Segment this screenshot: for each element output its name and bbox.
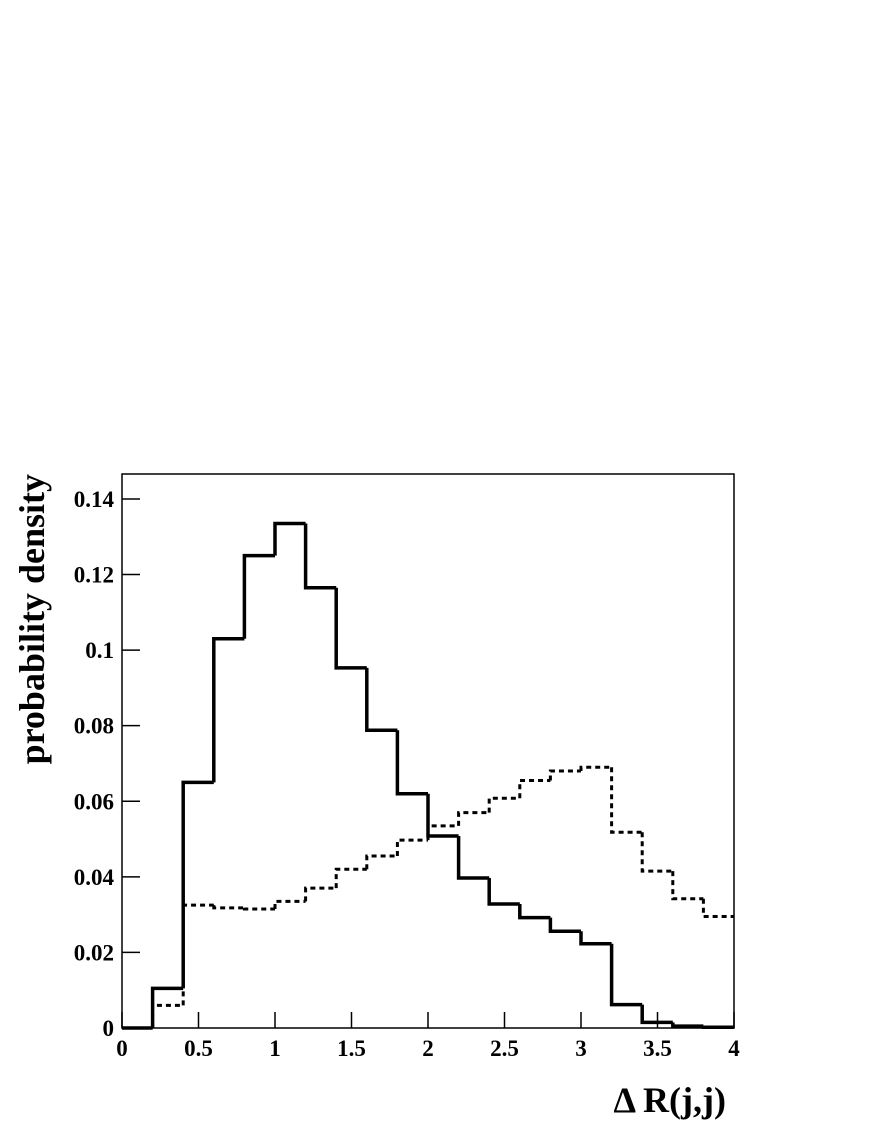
histogram-step <box>334 867 367 889</box>
histogram-step <box>671 1022 704 1028</box>
x-tick-label: 0.5 <box>184 1036 213 1061</box>
histogram-step <box>518 904 551 920</box>
histogram-step <box>273 521 306 556</box>
x-tick-label: 3 <box>575 1036 587 1061</box>
histogram-step <box>426 824 459 841</box>
x-tick-label: 0 <box>116 1036 128 1061</box>
histogram-step <box>151 1003 184 1028</box>
histogram-step <box>579 931 612 946</box>
histogram-step <box>273 899 306 909</box>
y-tick-label: 0.06 <box>74 789 114 814</box>
histogram-step <box>212 905 245 910</box>
histogram-step <box>701 898 734 919</box>
histogram-step <box>365 854 398 870</box>
y-tick-label: 0.1 <box>85 638 114 663</box>
x-tick-label: 1.5 <box>337 1036 366 1061</box>
histogram-step <box>518 778 551 799</box>
histogram-step <box>457 811 490 826</box>
y-tick-label: 0 <box>103 1016 115 1041</box>
histogram-step <box>487 796 520 813</box>
histogram-step <box>640 832 673 873</box>
histogram-step <box>640 1004 673 1025</box>
x-tick-label: 2.5 <box>490 1036 519 1061</box>
x-tick-label: 3.5 <box>643 1036 672 1061</box>
histogram-step <box>395 730 428 796</box>
histogram-step <box>150 986 184 1028</box>
histogram-step <box>212 637 245 783</box>
histogram-step <box>242 907 275 911</box>
histogram-step <box>609 943 643 1007</box>
histogram-step <box>181 780 214 989</box>
histogram-step <box>426 793 459 838</box>
x-tick-label: 2 <box>422 1036 434 1061</box>
histogram-step <box>548 769 581 781</box>
y-tick-label: 0.02 <box>74 940 114 965</box>
histogram-step <box>579 765 612 772</box>
y-tick-label: 0.04 <box>74 865 115 890</box>
histogram-step <box>701 1025 734 1029</box>
histogram-step <box>334 587 367 670</box>
histogram-step <box>181 903 214 1006</box>
histogram-step <box>303 523 337 590</box>
histogram-step <box>395 838 428 857</box>
x-tick-label: 4 <box>728 1036 740 1061</box>
y-axis-title: probability density <box>12 474 52 764</box>
y-tick-label: 0.12 <box>74 563 114 588</box>
histogram-step <box>304 886 337 902</box>
x-tick-label: 1 <box>269 1036 281 1061</box>
histogram-step <box>487 877 520 906</box>
y-tick-label: 0.08 <box>74 714 114 739</box>
y-tick-label: 0.14 <box>74 487 115 512</box>
histogram-step <box>610 767 643 834</box>
histogram-step <box>456 836 490 880</box>
histogram-step <box>365 667 398 732</box>
histogram-step <box>671 871 704 901</box>
histogram-step <box>548 917 581 934</box>
histogram-step <box>242 553 275 639</box>
x-axis-title: Δ R(j,j) <box>613 1080 726 1120</box>
